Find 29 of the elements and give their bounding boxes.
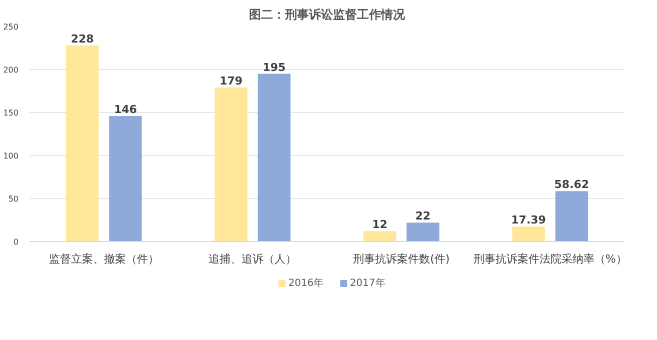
y-tick-label: 0 bbox=[13, 238, 19, 246]
x-tick-label: 监督立案、撤案（件） bbox=[48, 252, 159, 266]
data-label: 195 bbox=[262, 60, 286, 74]
x-tick-label: 追捕、追诉（人） bbox=[208, 252, 297, 266]
bar bbox=[109, 116, 142, 242]
data-label: 17.39 bbox=[511, 214, 546, 227]
data-label: 228 bbox=[70, 32, 94, 46]
data-label: 179 bbox=[220, 74, 243, 88]
chart-title: 图二：刑事诉讼监督工作情况 bbox=[249, 8, 406, 22]
bar bbox=[406, 222, 440, 242]
bar bbox=[66, 45, 99, 242]
bar bbox=[214, 88, 248, 242]
data-label: 58.62 bbox=[554, 178, 590, 192]
data-label: 146 bbox=[114, 102, 138, 116]
bar bbox=[258, 74, 291, 242]
y-tick-label: 150 bbox=[3, 108, 19, 118]
bar bbox=[363, 231, 396, 242]
data-label: 12 bbox=[372, 218, 388, 232]
bar bbox=[512, 226, 545, 242]
x-tick-label: 刑事抗诉案件法院采纳率（%） bbox=[473, 252, 627, 266]
bar bbox=[555, 191, 588, 242]
legend-label: 2017年 bbox=[350, 277, 386, 289]
y-tick-label: 200 bbox=[3, 66, 19, 74]
data-label: 22 bbox=[415, 210, 431, 223]
y-tick-label: 250 bbox=[3, 22, 19, 32]
x-tick-label: 刑事抗诉案件数(件) bbox=[353, 252, 450, 266]
y-tick-label: 100 bbox=[3, 152, 19, 160]
y-tick-label: 50 bbox=[8, 194, 19, 204]
legend-label: 2016年 bbox=[288, 277, 324, 289]
